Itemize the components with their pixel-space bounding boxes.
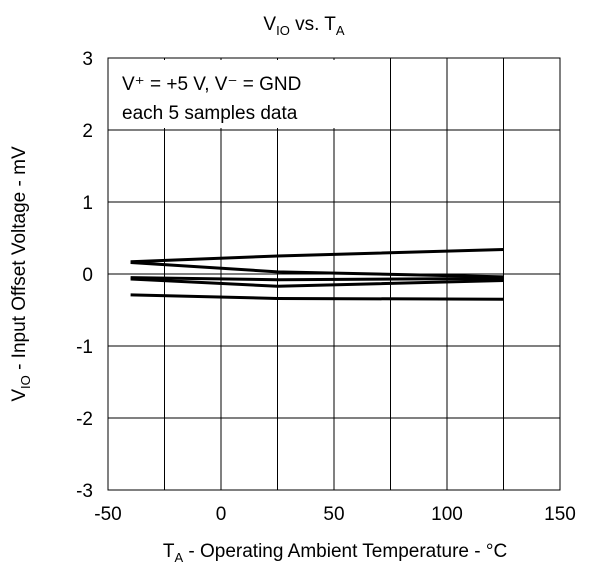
y-tick-label: 1 [82, 193, 93, 214]
xlabel-t: T [163, 541, 175, 562]
x-tick-labels: -50 0 50 100 150 [94, 504, 576, 525]
annotation-line-1: V⁺ = +5 V, V⁻ = GND [122, 74, 301, 95]
annotation-line-2: each 5 samples data [122, 103, 298, 124]
series-line-3 [130, 276, 504, 282]
y-tick-labels: 3 2 1 0 -1 -2 -3 [76, 49, 93, 502]
xlabel-sub-a: A [174, 550, 183, 565]
y-axis-label: VIO - Input Offset Voltage - mV [9, 146, 33, 402]
title-sub-io: IO [276, 23, 290, 38]
title-sub-a: A [336, 23, 345, 38]
xlabel-rest: - Operating Ambient Temperature - °C [183, 541, 507, 562]
ylabel-v: V [9, 389, 30, 402]
x-tick-label: 50 [323, 504, 344, 525]
title-vs: vs. T [290, 14, 336, 35]
ylabel-sub-io: IO [18, 375, 33, 389]
title-v: V [263, 14, 276, 35]
x-axis-label: TA - Operating Ambient Temperature - °C [163, 541, 507, 565]
y-tick-label: 3 [82, 49, 93, 70]
chart-title: VIO vs. TA [263, 14, 345, 38]
series-line-5 [130, 293, 504, 301]
y-tick-label: -2 [76, 409, 93, 430]
x-tick-label: 150 [544, 504, 576, 525]
y-tick-label: 0 [82, 265, 93, 286]
series-line-1 [130, 248, 504, 264]
y-tick-label: -3 [76, 481, 93, 502]
y-tick-label: -1 [76, 337, 93, 358]
y-tick-label: 2 [82, 121, 93, 142]
x-tick-label: 0 [216, 504, 227, 525]
plot-frame [107, 57, 561, 491]
ylabel-rest: - Input Offset Voltage - mV [9, 146, 30, 375]
annotation-box [110, 60, 358, 128]
series-line-2 [130, 260, 504, 279]
series-group [130, 248, 504, 301]
x-tick-label: -50 [94, 504, 121, 525]
x-tick-label: 100 [431, 504, 463, 525]
series-line-4 [130, 277, 504, 288]
